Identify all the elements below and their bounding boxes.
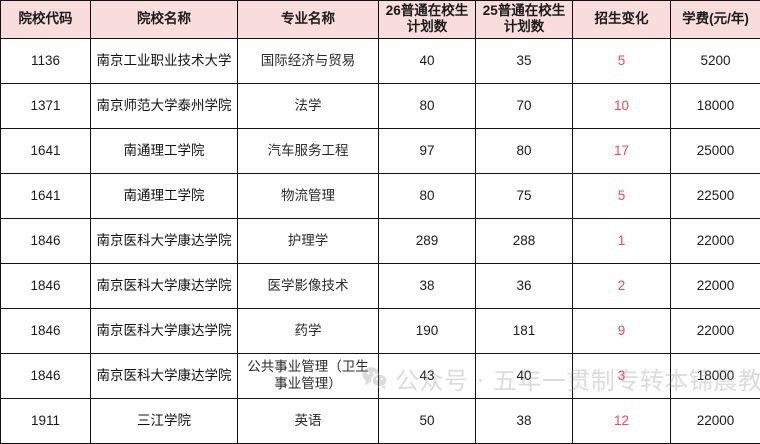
column-header-plan25: 25普通在校生计划数 <box>476 1 573 39</box>
cell-major: 药学 <box>238 308 379 353</box>
cell-code: 1136 <box>1 38 91 83</box>
cell-school: 南京医科大学康达学院 <box>91 263 238 308</box>
cell-change: 12 <box>573 398 671 443</box>
cell-plan25: 35 <box>476 38 573 83</box>
cell-code: 1371 <box>1 83 91 128</box>
cell-major: 汽车服务工程 <box>238 128 379 173</box>
column-header-code: 院校代码 <box>1 1 91 39</box>
table-header: 院校代码 院校名称 专业名称 26普通在校生计划数 25普通在校生计划数 招生变… <box>1 1 760 39</box>
table-header-row: 院校代码 院校名称 专业名称 26普通在校生计划数 25普通在校生计划数 招生变… <box>1 1 760 39</box>
cell-code: 1846 <box>1 353 91 398</box>
cell-plan26: 289 <box>379 218 476 263</box>
cell-school: 南通理工学院 <box>91 173 238 218</box>
cell-fee: 18000 <box>671 353 760 398</box>
cell-plan25: 75 <box>476 173 573 218</box>
cell-code: 1641 <box>1 128 91 173</box>
cell-change: 9 <box>573 308 671 353</box>
cell-plan26: 80 <box>379 173 476 218</box>
cell-plan25: 36 <box>476 263 573 308</box>
cell-code: 1846 <box>1 218 91 263</box>
cell-change: 5 <box>573 38 671 83</box>
column-header-change: 招生变化 <box>573 1 671 39</box>
cell-major: 医学影像技术 <box>238 263 379 308</box>
column-header-school: 院校名称 <box>91 1 238 39</box>
cell-code: 1846 <box>1 308 91 353</box>
cell-fee: 22000 <box>671 308 760 353</box>
column-header-major: 专业名称 <box>238 1 379 39</box>
cell-change: 1 <box>573 218 671 263</box>
cell-code: 1911 <box>1 398 91 443</box>
column-header-fee: 学费(元/年) <box>671 1 760 39</box>
cell-plan26: 40 <box>379 38 476 83</box>
cell-code: 1641 <box>1 173 91 218</box>
cell-fee: 22000 <box>671 398 760 443</box>
cell-school: 南京医科大学康达学院 <box>91 218 238 263</box>
cell-school: 南京工业职业技术大学 <box>91 38 238 83</box>
cell-plan26: 50 <box>379 398 476 443</box>
cell-fee: 22500 <box>671 173 760 218</box>
cell-change: 2 <box>573 263 671 308</box>
cell-change: 17 <box>573 128 671 173</box>
cell-plan26: 38 <box>379 263 476 308</box>
cell-school: 南京医科大学康达学院 <box>91 308 238 353</box>
cell-plan25: 40 <box>476 353 573 398</box>
cell-code: 1846 <box>1 263 91 308</box>
cell-plan25: 70 <box>476 83 573 128</box>
cell-fee: 22000 <box>671 263 760 308</box>
cell-fee: 5200 <box>671 38 760 83</box>
cell-plan25: 38 <box>476 398 573 443</box>
cell-school: 南通理工学院 <box>91 128 238 173</box>
cell-fee: 18000 <box>671 83 760 128</box>
cell-plan25: 80 <box>476 128 573 173</box>
cell-plan26: 80 <box>379 83 476 128</box>
cell-plan26: 97 <box>379 128 476 173</box>
cell-fee: 25000 <box>671 128 760 173</box>
cell-plan26: 190 <box>379 308 476 353</box>
cell-change: 3 <box>573 353 671 398</box>
table-container: 院校代码 院校名称 专业名称 26普通在校生计划数 25普通在校生计划数 招生变… <box>0 0 760 413</box>
cell-major: 国际经济与贸易 <box>238 38 379 83</box>
cell-major: 物流管理 <box>238 173 379 218</box>
column-header-plan26: 26普通在校生计划数 <box>379 1 476 39</box>
cell-plan26: 43 <box>379 353 476 398</box>
cell-plan25: 181 <box>476 308 573 353</box>
cell-school: 三江学院 <box>91 398 238 443</box>
cell-major: 护理学 <box>238 218 379 263</box>
cell-change: 5 <box>573 173 671 218</box>
cell-major: 法学 <box>238 83 379 128</box>
cell-plan25: 288 <box>476 218 573 263</box>
cell-major: 公共事业管理（卫生事业管理） <box>238 353 379 398</box>
cell-school: 南京师范大学泰州学院 <box>91 83 238 128</box>
cell-major: 英语 <box>238 398 379 443</box>
cell-school: 南京医科大学康达学院 <box>91 353 238 398</box>
cell-change: 10 <box>573 83 671 128</box>
cell-fee: 22000 <box>671 218 760 263</box>
